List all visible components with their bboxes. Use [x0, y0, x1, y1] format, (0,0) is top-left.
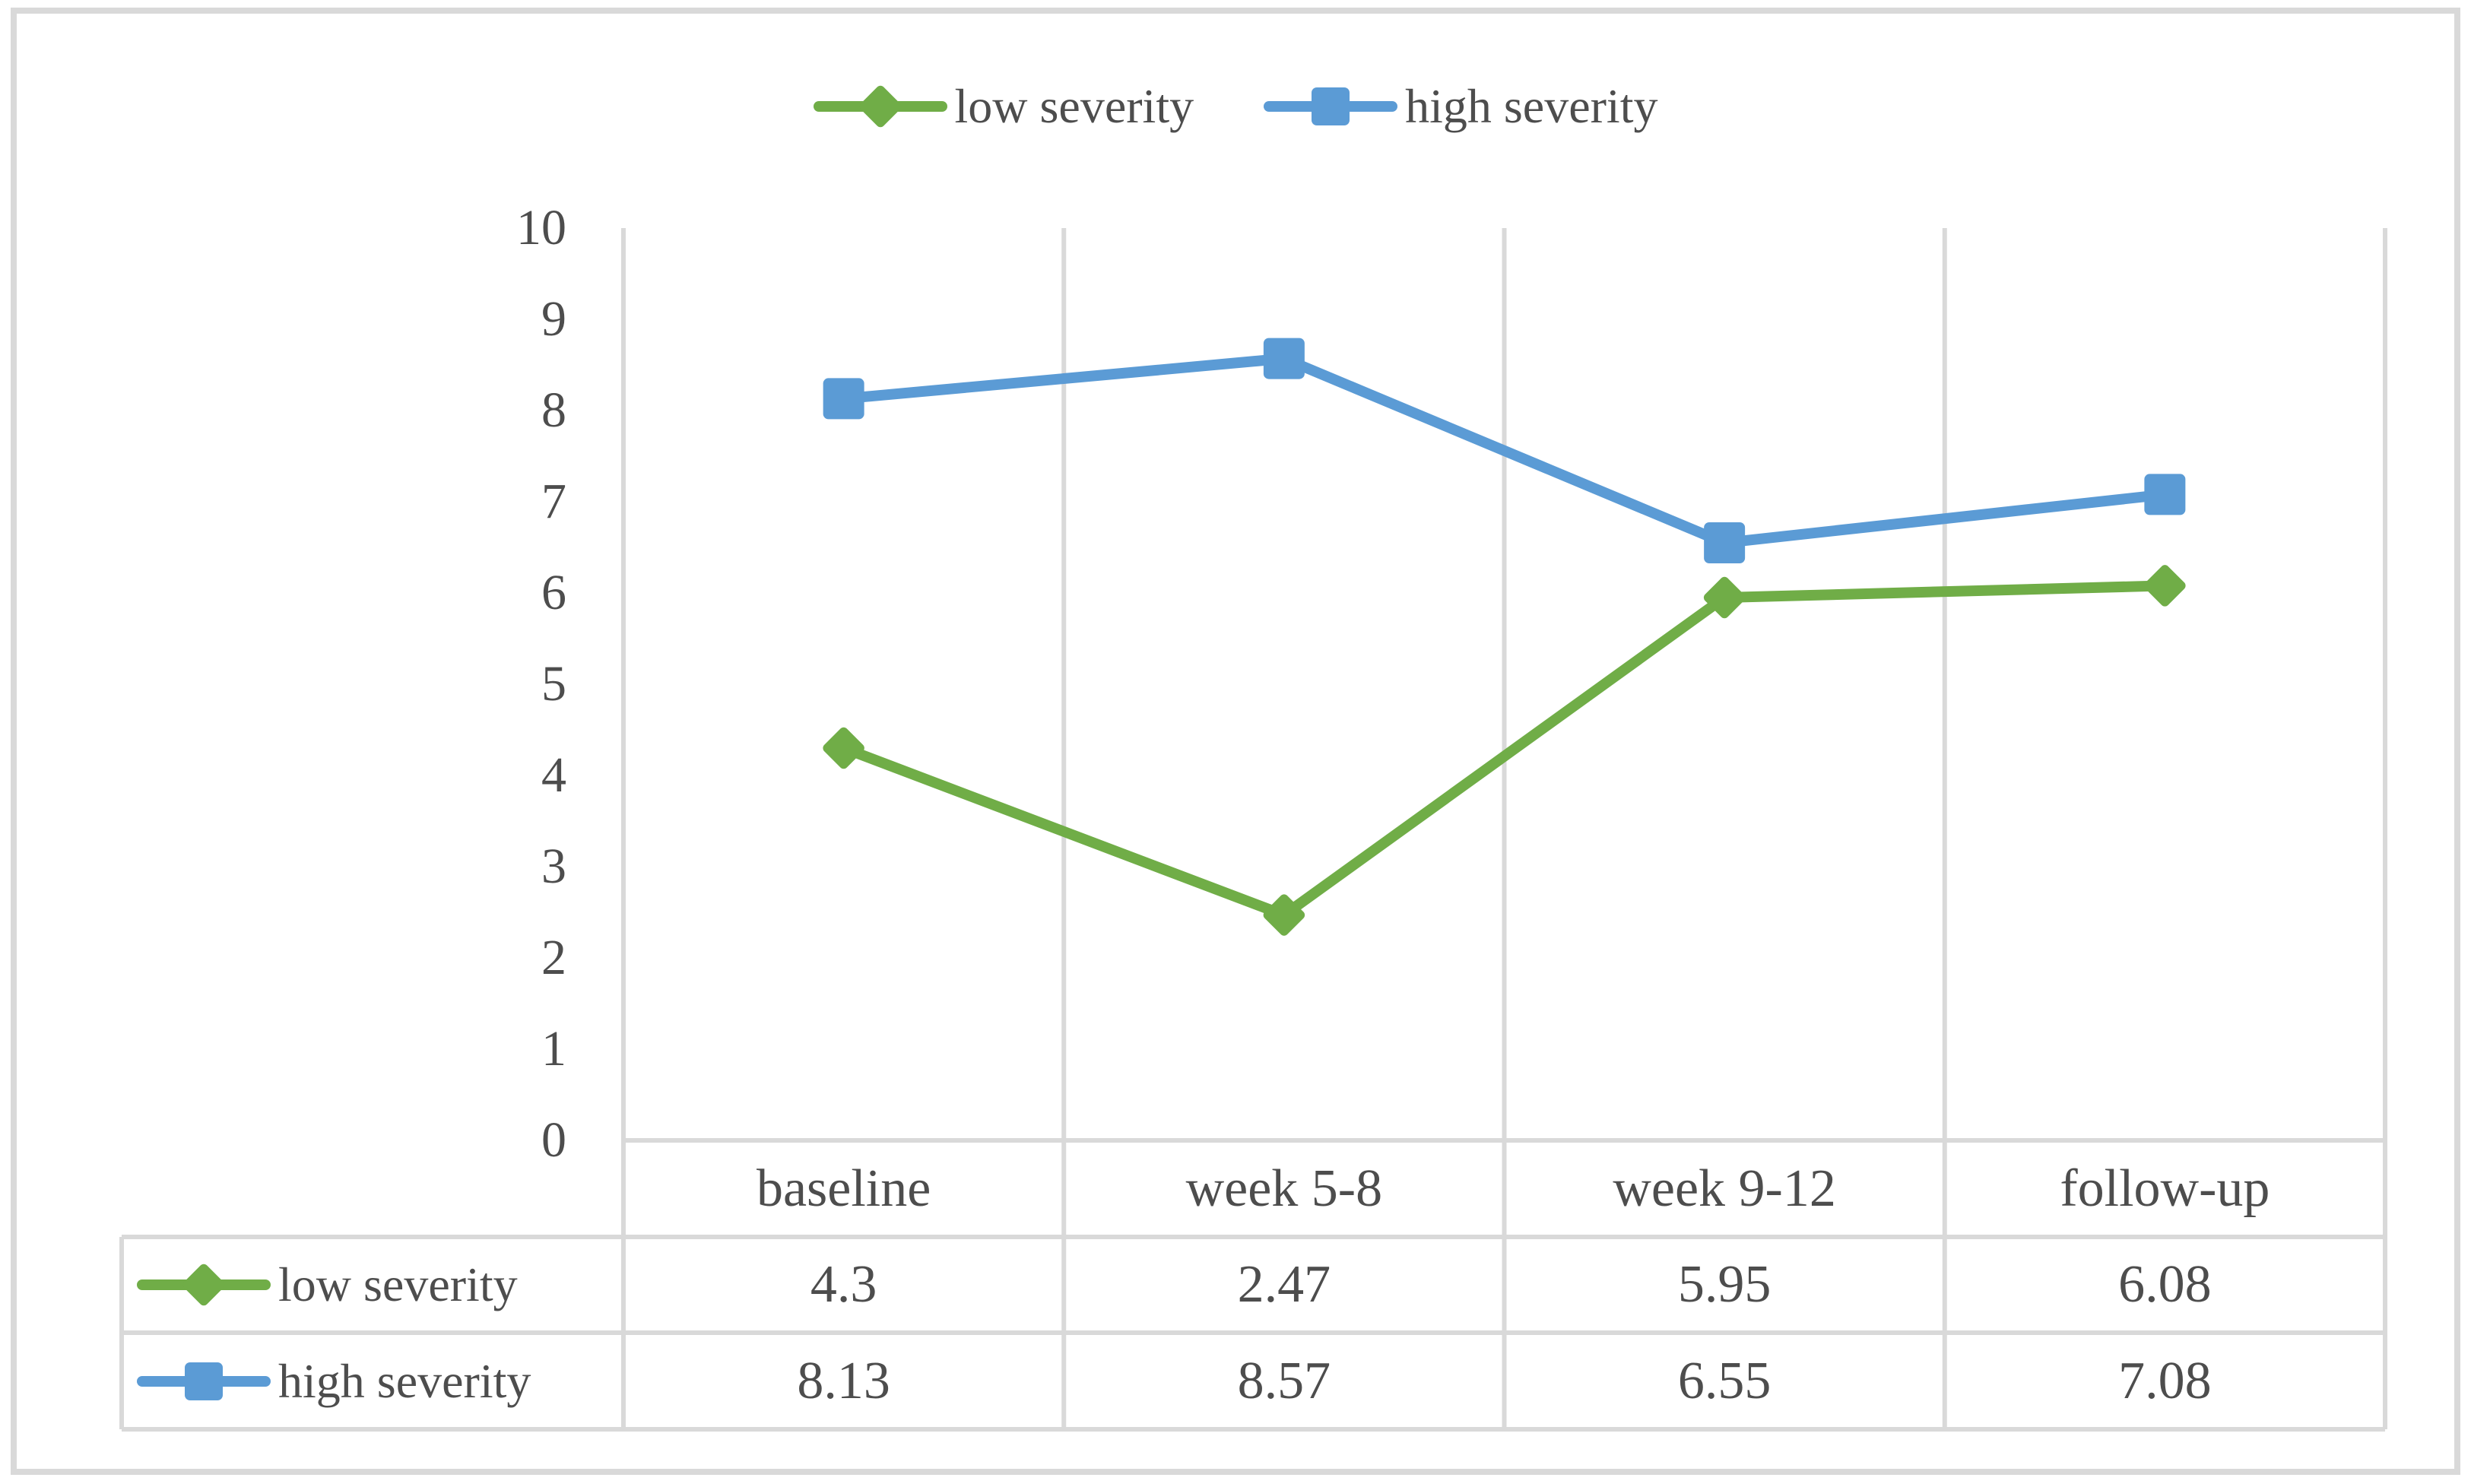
diamond-marker-low-severity-1 — [1263, 894, 1305, 936]
chart-legend: low severity high severity — [0, 64, 2471, 149]
y-tick-label: 9 — [541, 291, 566, 347]
y-tick-label: 2 — [541, 930, 566, 985]
diamond-marker-icon — [857, 84, 903, 129]
square-marker-high-severity-0 — [823, 378, 864, 420]
y-tick-label: 1 — [541, 1021, 566, 1077]
square-marker-high-severity-2 — [1704, 522, 1746, 563]
table-value-cell: 7.08 — [2118, 1352, 2212, 1410]
table-value-cell: 4.3 — [810, 1255, 877, 1314]
diamond-marker-icon — [181, 1262, 227, 1308]
legend-key-diamond-icon — [137, 1262, 271, 1308]
legend-key-square-icon — [1264, 84, 1398, 129]
table-value-cell: 6.55 — [1677, 1352, 1772, 1410]
y-tick-label: 10 — [516, 200, 566, 255]
table-series-label: low severity — [278, 1257, 518, 1311]
diamond-marker-low-severity-2 — [1703, 576, 1746, 619]
table-series-label: high severity — [278, 1353, 531, 1408]
y-tick-label: 3 — [541, 839, 566, 894]
series-line-low-severity — [838, 580, 2171, 921]
legend-label: high severity — [1405, 79, 1658, 133]
x-category-label: baseline — [756, 1159, 931, 1218]
table-value-cell: 2.47 — [1237, 1255, 1331, 1314]
diamond-marker-low-severity-3 — [2144, 565, 2186, 607]
y-tick-label: 4 — [541, 747, 566, 803]
table-series-cell-high-severity: high severity — [137, 1333, 531, 1429]
legend-item-low-severity: low severity — [813, 79, 1194, 133]
y-tick-label: 8 — [541, 382, 566, 438]
table-value-cell: 8.57 — [1237, 1352, 1331, 1410]
legend-key-diamond-icon — [813, 84, 947, 129]
diamond-marker-low-severity-0 — [823, 727, 864, 769]
legend-item-high-severity: high severity — [1264, 82, 1657, 131]
table-value-cell: 6.08 — [2118, 1255, 2212, 1314]
legend-label: low severity — [954, 79, 1194, 133]
x-category-label: follow-up — [2060, 1159, 2270, 1218]
table-value-cell: 5.95 — [1677, 1255, 1772, 1314]
series-line-high-severity — [838, 353, 2171, 548]
y-tick-label: 6 — [541, 565, 566, 620]
chart-border — [11, 8, 2460, 1475]
table-value-cell: 8.13 — [797, 1352, 890, 1410]
square-marker-high-severity-3 — [2144, 474, 2186, 515]
legend-key-square-icon — [137, 1359, 271, 1404]
x-category-label: week 9-12 — [1613, 1159, 1836, 1218]
y-tick-label: 5 — [541, 656, 566, 712]
square-marker-high-severity-1 — [1263, 338, 1305, 379]
table-series-cell-low-severity: low severity — [137, 1237, 518, 1333]
y-tick-label: 0 — [541, 1112, 566, 1168]
square-marker-icon — [185, 1362, 223, 1400]
y-tick-label: 7 — [541, 474, 566, 529]
x-category-label: week 5-8 — [1185, 1159, 1383, 1218]
square-marker-icon — [1312, 87, 1350, 125]
